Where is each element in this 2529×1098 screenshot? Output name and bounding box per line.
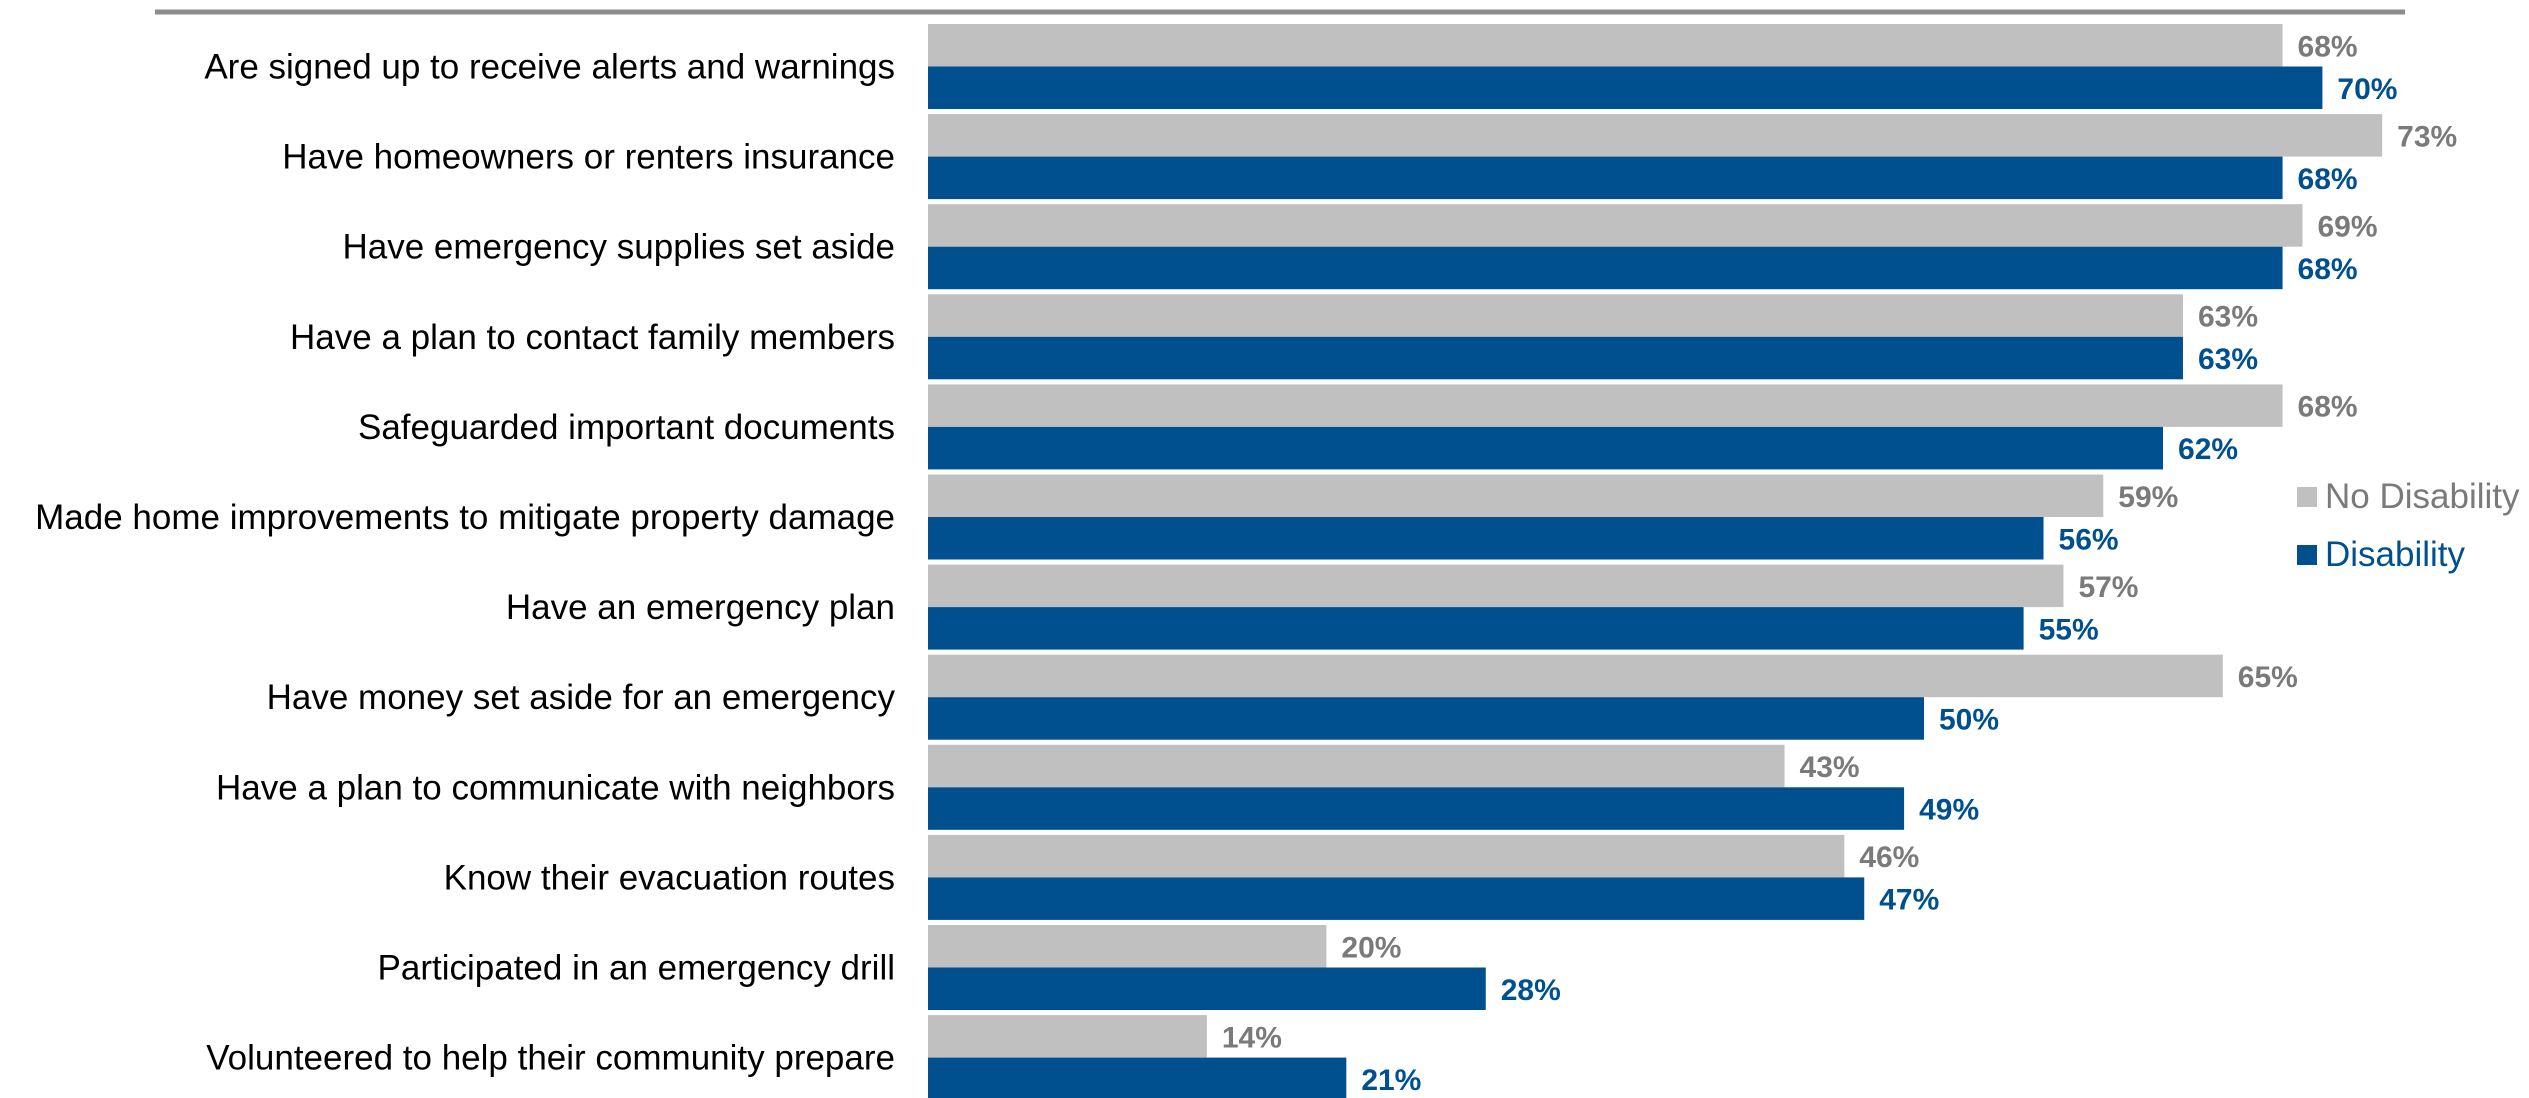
value-label-no-disability: 43% (1800, 751, 1860, 784)
bar-no-disability (928, 564, 2064, 608)
value-label-no-disability: 68% (2298, 30, 2358, 63)
value-label-no-disability: 68% (2298, 391, 2358, 424)
bar-disability (928, 967, 1486, 1010)
legend-label-no-disability: No Disability (2325, 477, 2520, 516)
category-label: Have a plan to contact family members (290, 318, 895, 357)
value-label-disability: 21% (1361, 1064, 1421, 1097)
legend-swatch-disability (2297, 545, 2317, 565)
bar-disability (928, 697, 1924, 740)
category-label: Have an emergency plan (506, 588, 895, 627)
bar-no-disability (928, 474, 2104, 517)
category-label: Have money set aside for an emergency (267, 678, 896, 717)
value-label-disability: 70% (2337, 73, 2397, 106)
value-label-disability: 47% (1879, 884, 1939, 917)
category-label: Have a plan to communicate with neighbor… (216, 768, 895, 807)
legend-label-disability: Disability (2325, 535, 2466, 574)
category-label: Made home improvements to mitigate prope… (35, 498, 895, 537)
value-label-no-disability: 57% (2078, 571, 2138, 604)
value-label-disability: 49% (1919, 794, 1979, 827)
value-label-disability: 68% (2298, 253, 2358, 286)
category-label: Volunteered to help their community prep… (206, 1039, 895, 1078)
bar-disability (928, 336, 2183, 380)
legend-swatch-no-disability (2297, 487, 2317, 507)
value-label-no-disability: 65% (2238, 661, 2298, 694)
value-label-disability: 28% (1501, 974, 1561, 1007)
category-label: Participated in an emergency drill (378, 949, 895, 988)
bar-no-disability (928, 114, 2383, 157)
bar-disability (928, 1057, 1347, 1098)
value-label-disability: 68% (2298, 163, 2358, 196)
bar-disability (928, 66, 2323, 109)
value-label-no-disability: 63% (2198, 301, 2258, 334)
bar-disability (928, 877, 1865, 920)
category-label: Safeguarded important documents (358, 408, 895, 447)
bar-no-disability (928, 384, 2283, 427)
bar-no-disability (928, 294, 2183, 337)
value-label-no-disability: 73% (2397, 120, 2457, 153)
bar-no-disability (928, 654, 2223, 698)
category-label: Are signed up to receive alerts and warn… (204, 48, 895, 87)
value-label-disability: 56% (2059, 523, 2119, 556)
value-label-no-disability: 46% (1859, 841, 1919, 874)
bar-no-disability (928, 24, 2283, 67)
value-label-disability: 50% (1939, 703, 1999, 736)
value-label-disability: 55% (2039, 613, 2099, 646)
bar-disability (928, 517, 2044, 560)
legend: No Disability Disability (2297, 477, 2520, 574)
bar-disability (928, 426, 2164, 470)
bar-disability (928, 156, 2283, 200)
value-label-no-disability: 20% (1341, 931, 1401, 964)
bar-no-disability (928, 834, 1845, 878)
value-label-no-disability: 59% (2118, 481, 2178, 514)
bar-no-disability (928, 204, 2303, 247)
value-label-disability: 63% (2198, 343, 2258, 376)
value-label-no-disability: 69% (2317, 210, 2377, 243)
bar-no-disability (928, 925, 1327, 968)
value-labels: 68% 70%73% 68% 69% 68% 63% 63% 68% 62%59% 56% 57% 5… (1222, 30, 2457, 1097)
category-labels: Are signed up to receive alerts and warn… (35, 48, 895, 1078)
bar-disability (928, 246, 2283, 290)
bar-no-disability (928, 744, 1785, 788)
category-label: Have emergency supplies set aside (342, 228, 895, 267)
bar-disability (928, 607, 2024, 650)
category-label: Have homeowners or renters insurance (282, 138, 895, 177)
bars (928, 24, 2383, 1098)
bar-no-disability (928, 1015, 1207, 1058)
category-label: Know their evacuation routes (444, 858, 895, 897)
value-label-no-disability: 14% (1222, 1021, 1282, 1054)
value-label-disability: 62% (2178, 433, 2238, 466)
bar-disability (928, 787, 1905, 830)
